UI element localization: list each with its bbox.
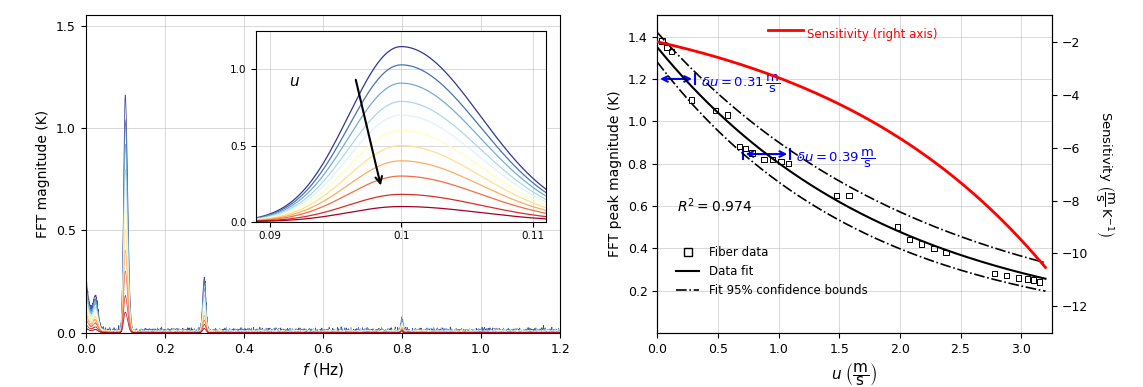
Text: Sensitivity (right axis): Sensitivity (right axis) (807, 28, 937, 41)
Text: $R^2 = 0.974$: $R^2 = 0.974$ (677, 197, 752, 215)
Point (719, 112, 737, 118)
Point (1018, 276, 1037, 282)
Point (657, 44, 676, 50)
Point (828, 192, 846, 199)
Point (937, 249, 956, 255)
X-axis label: $f$ (Hz): $f$ (Hz) (302, 361, 344, 379)
Point (1009, 275, 1028, 281)
Point (663, 48, 681, 55)
Point (682, 97, 701, 103)
Point (912, 241, 930, 247)
Point (706, 108, 725, 114)
Point (780, 161, 798, 167)
Point (998, 272, 1016, 279)
Point (1024, 277, 1042, 283)
Point (901, 236, 919, 243)
Point (730, 144, 749, 150)
Y-axis label: Sensitivity $\left(\dfrac{\mathrm{m}}{\mathrm{s}}\,\mathrm{K}^{-1}\right)$: Sensitivity $\left(\dfrac{\mathrm{m}}{\m… (1094, 111, 1116, 237)
Y-axis label: FFT peak magnitude (K): FFT peak magnitude (K) (608, 91, 622, 257)
Y-axis label: FFT magnitude (K): FFT magnitude (K) (37, 110, 50, 238)
Point (1030, 279, 1048, 285)
Point (736, 146, 754, 152)
Text: $\delta u = 0.39\,\dfrac{\mathrm{m}}{\mathrm{s}}$: $\delta u = 0.39\,\dfrac{\mathrm{m}}{\ma… (797, 148, 876, 170)
Point (653, 38, 671, 44)
X-axis label: $u\ \left(\dfrac{\mathrm{m}}{\mathrm{s}}\right)$: $u\ \left(\dfrac{\mathrm{m}}{\mathrm{s}}… (831, 361, 878, 387)
Legend: Fiber data, Data fit, Fit 95% confidence bounds: Fiber data, Data fit, Fit 95% confidence… (671, 241, 872, 301)
Point (888, 224, 906, 230)
Point (772, 158, 790, 164)
Text: $\delta u = 0.31\,\dfrac{\mathrm{m}}{\mathrm{s}}$: $\delta u = 0.31\,\dfrac{\mathrm{m}}{\ma… (701, 73, 781, 95)
Point (985, 271, 1004, 277)
Point (743, 150, 761, 156)
Point (840, 192, 858, 199)
Point (754, 156, 773, 163)
Point (925, 245, 943, 251)
Point (764, 156, 782, 163)
